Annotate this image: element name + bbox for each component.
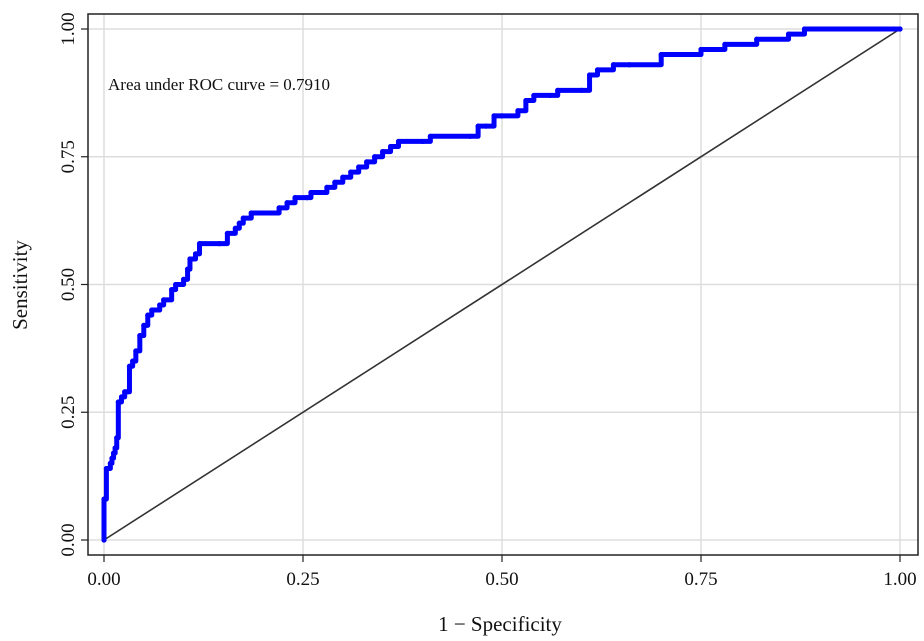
y-axis-title: Sensitivity xyxy=(8,240,32,330)
roc-point xyxy=(109,455,115,461)
roc-point xyxy=(276,205,282,211)
x-tick-label: 1.00 xyxy=(883,569,916,590)
roc-point xyxy=(110,450,117,456)
roc-point xyxy=(268,210,274,216)
roc-point xyxy=(380,149,386,155)
roc-point xyxy=(157,302,163,308)
roc-point xyxy=(240,215,246,221)
x-tick-label: 0.75 xyxy=(684,569,717,590)
roc-point xyxy=(467,133,473,139)
roc-point xyxy=(125,389,131,395)
y-tick-label: 0.00 xyxy=(58,523,79,556)
roc-point xyxy=(114,435,120,441)
roc-point xyxy=(173,281,179,288)
roc-point xyxy=(101,496,107,502)
roc-point xyxy=(232,225,238,231)
roc-point xyxy=(224,230,230,236)
roc-point xyxy=(161,297,167,303)
roc-point xyxy=(118,394,125,400)
roc-point xyxy=(801,26,808,32)
roc-point xyxy=(184,266,191,272)
roc-point xyxy=(547,92,553,99)
x-tick-label: 0.25 xyxy=(286,569,319,590)
roc-point xyxy=(419,138,425,145)
roc-point xyxy=(626,62,632,68)
x-tick-labels: 0.00 0.25 0.50 0.75 1.00 xyxy=(87,569,916,590)
roc-point xyxy=(332,179,338,185)
roc-point xyxy=(427,133,433,139)
roc-point xyxy=(130,358,136,364)
y-tick-label: 0.25 xyxy=(58,396,79,429)
y-tick-labels: 0.00 0.25 0.50 0.75 1.00 xyxy=(58,12,79,556)
roc-point xyxy=(137,333,143,339)
roc-point xyxy=(499,113,505,119)
roc-point xyxy=(515,108,521,114)
roc-point xyxy=(387,143,394,150)
roc-point xyxy=(722,41,728,47)
roc-point xyxy=(112,445,118,451)
roc-point xyxy=(523,97,529,104)
roc-point xyxy=(348,169,354,175)
roc-point xyxy=(107,460,113,466)
y-tick-label: 0.50 xyxy=(58,268,79,301)
y-tick-label: 0.75 xyxy=(58,140,79,173)
roc-point xyxy=(483,123,489,129)
roc-point xyxy=(785,31,792,37)
roc-curve xyxy=(101,26,903,543)
roc-point xyxy=(187,256,193,262)
roc-point xyxy=(103,465,109,472)
roc-point xyxy=(145,312,151,318)
x-tick-label: 0.00 xyxy=(87,569,120,590)
reference-diagonal xyxy=(103,28,901,541)
roc-point xyxy=(475,123,481,129)
roc-point xyxy=(101,537,107,543)
roc-point xyxy=(610,62,617,68)
roc-point xyxy=(372,154,378,160)
roc-point xyxy=(126,363,133,369)
auc-annotation: Area under ROC curve = 0.7910 xyxy=(108,75,330,94)
roc-point xyxy=(491,113,497,119)
axis-ticks xyxy=(81,28,901,562)
roc-point xyxy=(133,348,139,354)
roc-point xyxy=(115,399,121,405)
x-tick-label: 0.50 xyxy=(485,569,518,590)
roc-point xyxy=(284,200,290,206)
roc-point xyxy=(340,174,346,180)
roc-point xyxy=(364,159,370,165)
roc-point xyxy=(555,87,561,93)
x-axis-title: 1 − Specificity xyxy=(438,612,562,636)
roc-point xyxy=(897,26,903,32)
roc-point xyxy=(216,241,223,247)
roc-point xyxy=(754,36,760,42)
roc-point xyxy=(304,195,310,201)
roc-point xyxy=(169,287,175,293)
roc-point xyxy=(586,72,593,78)
roc-point xyxy=(531,92,537,99)
roc-point xyxy=(141,322,147,328)
reference-line xyxy=(103,28,901,541)
roc-point xyxy=(248,210,254,216)
roc-point xyxy=(196,241,203,247)
roc-point xyxy=(395,138,402,145)
roc-point xyxy=(308,189,314,196)
grid-lines xyxy=(88,14,918,555)
roc-point xyxy=(324,184,330,191)
roc-point xyxy=(292,195,298,201)
roc-point xyxy=(236,220,242,226)
roc-point xyxy=(192,251,199,257)
roc-point xyxy=(698,46,704,53)
roc-point xyxy=(181,276,187,282)
roc-point xyxy=(658,51,664,58)
roc-point xyxy=(149,307,155,313)
roc-point xyxy=(579,87,585,93)
roc-point xyxy=(594,67,601,73)
y-tick-label: 1.00 xyxy=(58,12,79,45)
roc-point xyxy=(356,164,362,170)
